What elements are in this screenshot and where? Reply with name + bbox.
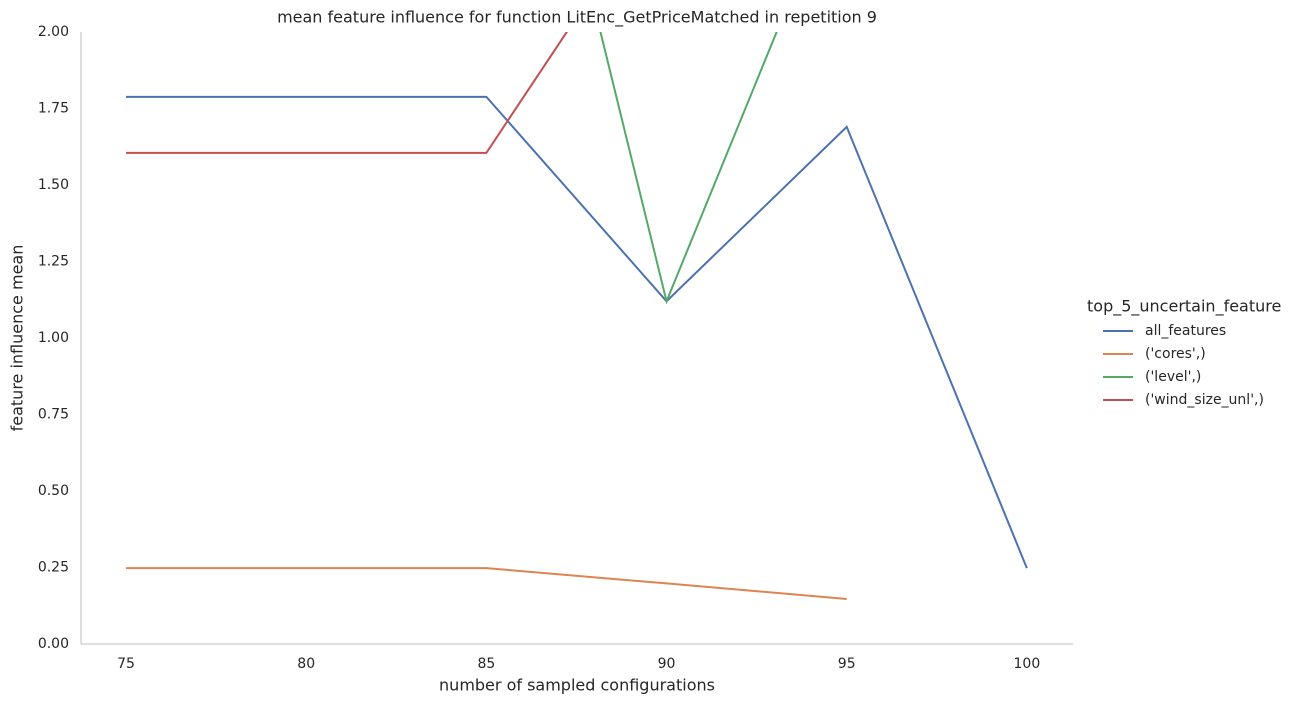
y-tick-label: 1.50: [38, 177, 69, 193]
series-line: [599, 32, 778, 305]
x-tick-label: 95: [838, 656, 856, 672]
x-tick-label: 100: [1014, 656, 1041, 672]
legend-label: ('cores',): [1145, 346, 1206, 362]
series-line: [126, 95, 1028, 569]
y-tick-label: 2.00: [38, 24, 69, 40]
y-tick-label: 1.00: [38, 330, 69, 346]
legend-title: top_5_uncertain_feature: [1087, 297, 1281, 317]
y-axis-title: feature influence mean: [8, 245, 27, 432]
x-tick-label: 90: [658, 656, 676, 672]
y-tick-label: 1.25: [38, 254, 69, 270]
x-tick-label: 75: [117, 656, 135, 672]
x-tick-label: 80: [297, 656, 315, 672]
series-line: [126, 32, 568, 154]
chart-title: mean feature influence for function LitE…: [277, 8, 877, 28]
legend-label: ('wind_size_unl',): [1145, 392, 1264, 408]
legend-label: all_features: [1145, 323, 1226, 339]
y-tick-label: 0.25: [38, 560, 69, 576]
y-tick-label: 0.00: [38, 636, 69, 652]
legend-label: ('level',): [1145, 369, 1201, 385]
x-axis-title: number of sampled configurations: [439, 676, 715, 695]
y-tick-label: 0.75: [38, 407, 69, 423]
y-tick-label: 0.50: [38, 483, 69, 499]
y-tick-label: 1.75: [38, 101, 69, 117]
x-tick-label: 85: [477, 656, 495, 672]
series-line: [126, 567, 847, 601]
